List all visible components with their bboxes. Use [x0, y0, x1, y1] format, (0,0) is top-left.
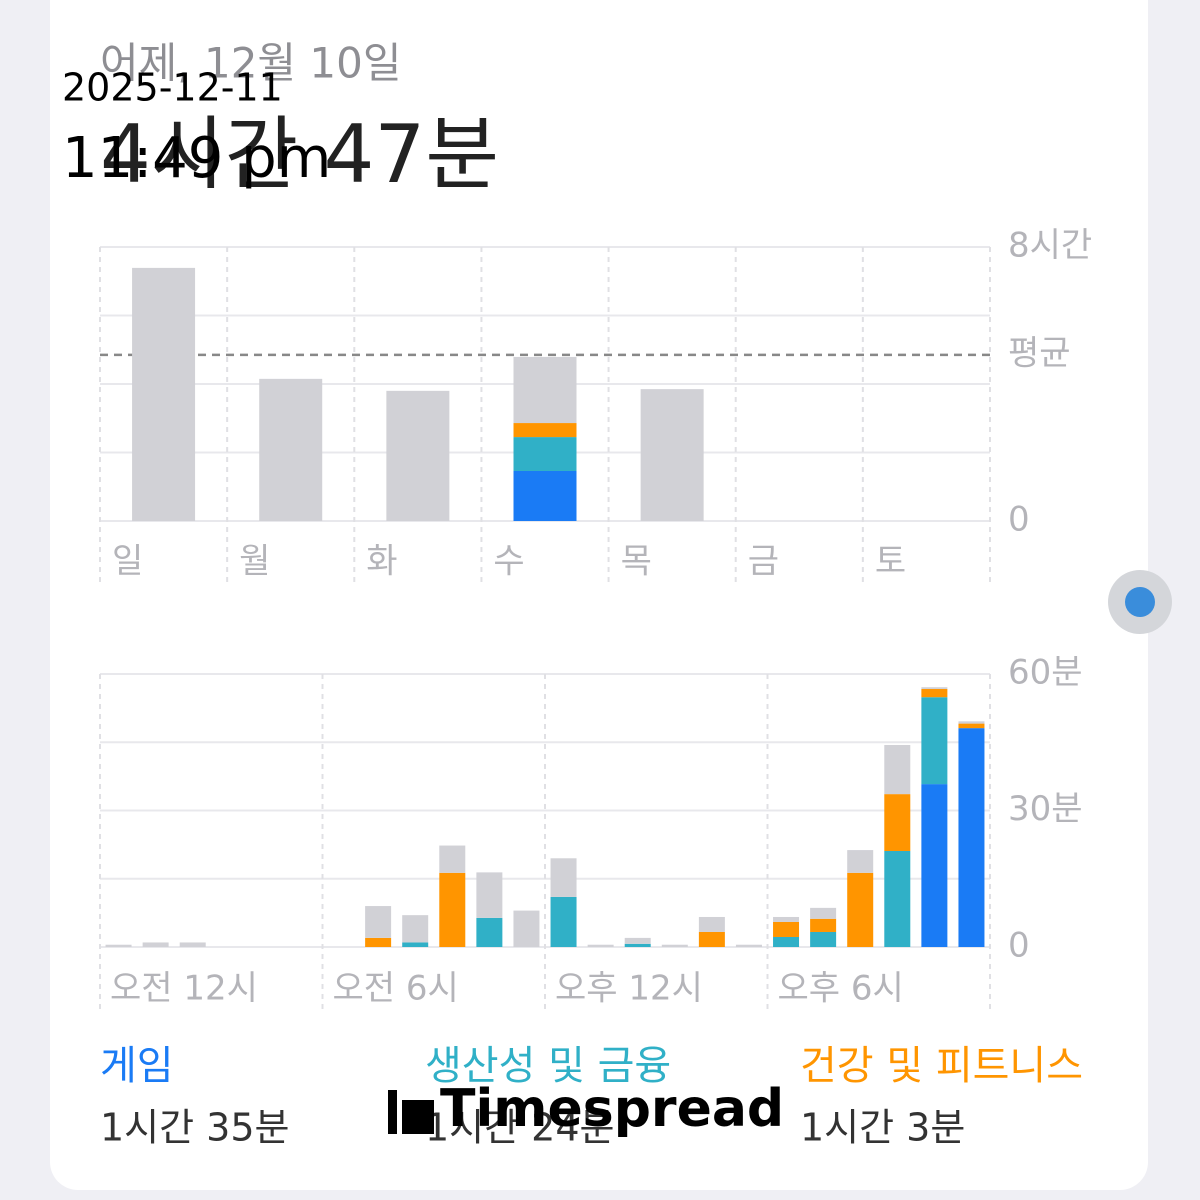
bar-segment: [661, 944, 688, 947]
bar-segment: [550, 858, 577, 897]
bar-segment: [513, 356, 577, 424]
bar-segment: [773, 936, 800, 947]
x-tick-label: 일: [112, 542, 143, 582]
legend-name: 생산성 및 금융: [425, 1043, 671, 1089]
y-tick-label: 0: [1008, 926, 1030, 966]
bar-segment: [884, 794, 911, 851]
overlay-date: 2025-12-11: [62, 66, 283, 110]
legend-value: 1시간 3분: [800, 1106, 965, 1150]
x-tick-label: 금: [748, 542, 779, 582]
card: [50, 0, 1148, 1190]
x-tick-label: 오전 6시: [333, 969, 459, 1009]
x-tick-label: 토: [875, 542, 906, 582]
average-label: 평균: [1008, 333, 1071, 373]
bar-segment: [402, 942, 429, 947]
legend-name: 게임: [100, 1043, 174, 1089]
bar-segment: [958, 721, 985, 724]
bar-segment: [587, 944, 614, 947]
bar-segment: [698, 916, 725, 932]
scroll-handle-dot: [1125, 587, 1155, 617]
subtitle: 어제, 12월 10일: [100, 39, 402, 88]
bar-segment: [402, 915, 429, 943]
bar-segment: [142, 942, 169, 947]
bar-segment: [847, 850, 874, 873]
watermark-text: Timespread: [440, 1079, 784, 1139]
bar-segment: [439, 872, 466, 947]
x-tick-label: 오전 12시: [110, 969, 258, 1009]
y-tick-label: 60분: [1008, 653, 1083, 693]
bar-segment: [773, 921, 800, 937]
bar-segment: [439, 845, 466, 873]
bar-segment: [773, 916, 800, 922]
bar-segment: [105, 944, 132, 947]
bar-segment: [735, 944, 762, 947]
bar-segment: [958, 728, 985, 947]
bar-segment: [550, 896, 577, 947]
bar-segment: [476, 872, 503, 918]
bar-segment: [810, 918, 837, 932]
x-tick-label: 오후 6시: [778, 969, 904, 1009]
bar-segment: [921, 697, 948, 785]
y-tick-label: 30분: [1008, 789, 1083, 829]
y-tick-label: 0: [1008, 500, 1030, 540]
x-tick-label: 목: [621, 542, 652, 582]
bar-segment: [386, 390, 450, 521]
x-tick-label: 수: [493, 542, 524, 582]
bar-segment: [513, 423, 577, 438]
bar-segment: [698, 931, 725, 947]
overlay-time: 11:49 pm: [62, 126, 331, 191]
bar-segment: [884, 744, 911, 795]
x-tick-label: 월: [239, 542, 270, 582]
bar-segment: [921, 784, 948, 947]
bar-segment: [179, 942, 206, 947]
watermark: Timespread: [388, 1079, 784, 1139]
bar-segment: [259, 378, 323, 521]
bar-segment: [476, 917, 503, 947]
bar-segment: [513, 470, 577, 521]
bar-segment: [958, 723, 985, 729]
bar-segment: [921, 687, 948, 690]
bar-segment: [365, 906, 392, 938]
bar-segment: [365, 937, 392, 947]
bar-segment: [921, 689, 948, 698]
bar-segment: [640, 389, 704, 521]
x-tick-label: 화: [366, 542, 397, 582]
bar-segment: [810, 907, 837, 919]
legend-value: 1시간 24분: [425, 1106, 615, 1150]
logo-block: [402, 1100, 434, 1134]
bar-segment: [847, 872, 874, 947]
bar-segment: [624, 943, 651, 947]
bar-segment: [624, 937, 651, 944]
bar-segment: [884, 850, 911, 947]
bar-segment: [810, 931, 837, 947]
legend-name: 건강 및 피트니스: [800, 1043, 1083, 1089]
bar-segment: [513, 910, 540, 947]
y-tick-label: 8시간: [1008, 226, 1092, 266]
bar-segment: [513, 437, 577, 471]
bar-segment: [132, 267, 196, 521]
legend-value: 1시간 35분: [100, 1106, 290, 1150]
logo-bar: [388, 1090, 397, 1134]
total-time: 4시간 47분: [100, 108, 499, 201]
x-tick-label: 오후 12시: [555, 969, 703, 1009]
